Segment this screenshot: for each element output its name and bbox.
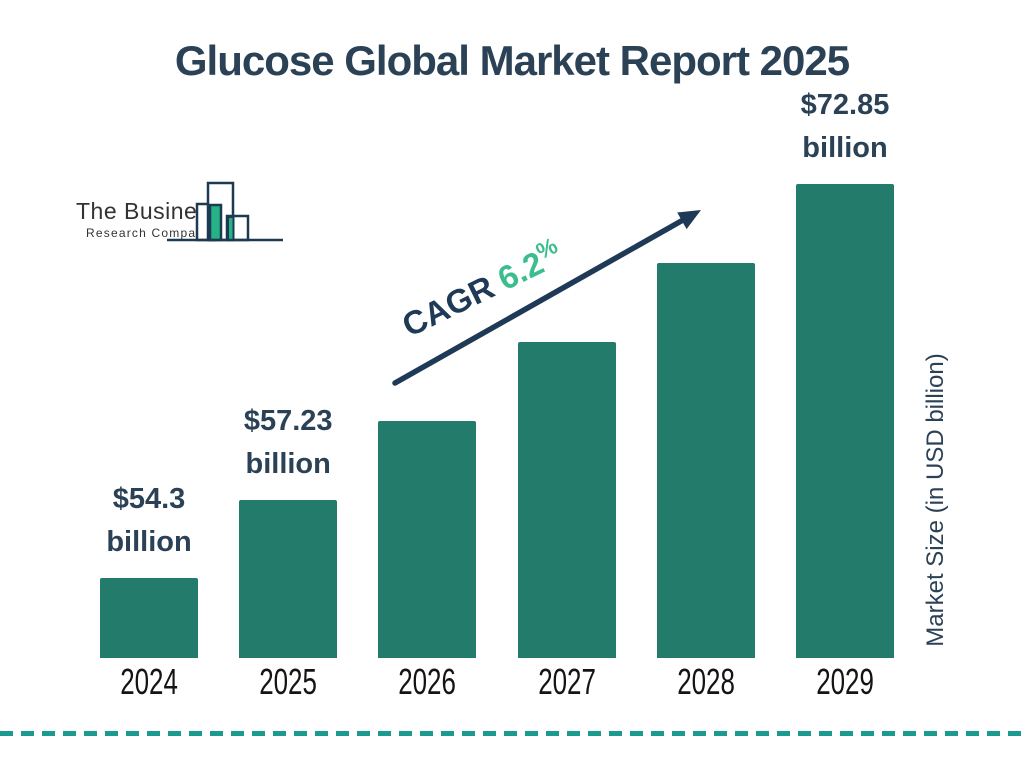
bar-2027: [517, 342, 616, 658]
bottom-dashed-divider: [0, 731, 1024, 736]
logo-name-line1: The Business: [76, 198, 222, 224]
x-tick-2027: 2027: [537, 661, 596, 702]
cagr-trend-arrow-icon: [392, 210, 701, 386]
company-logo-text: The Business Research Company: [76, 198, 222, 240]
bar-2028: [656, 263, 755, 658]
value-label-2024: $54.3 billion: [106, 483, 192, 558]
bar-2025: [239, 500, 338, 658]
x-tick-2029: 2029: [816, 661, 874, 702]
x-tick-2024: 2024: [120, 661, 178, 702]
value-label-2029: $72.85 billion: [800, 89, 890, 164]
x-tick-2026: 2026: [398, 661, 457, 702]
page-title: Glucose Global Market Report 2025: [174, 37, 850, 84]
bar-2024: [100, 578, 198, 658]
x-tick-2028: 2028: [676, 661, 735, 702]
logo-name-line2: Research Company: [86, 226, 212, 240]
y-axis-label: Market Size (in USD billion): [922, 353, 949, 647]
bar-2029: [796, 184, 894, 658]
x-tick-2025: 2025: [259, 661, 318, 702]
value-label-2025: $57.23 billion: [243, 405, 333, 480]
logo-bar-chart-icon: [167, 181, 283, 242]
bar-2026: [378, 421, 477, 658]
